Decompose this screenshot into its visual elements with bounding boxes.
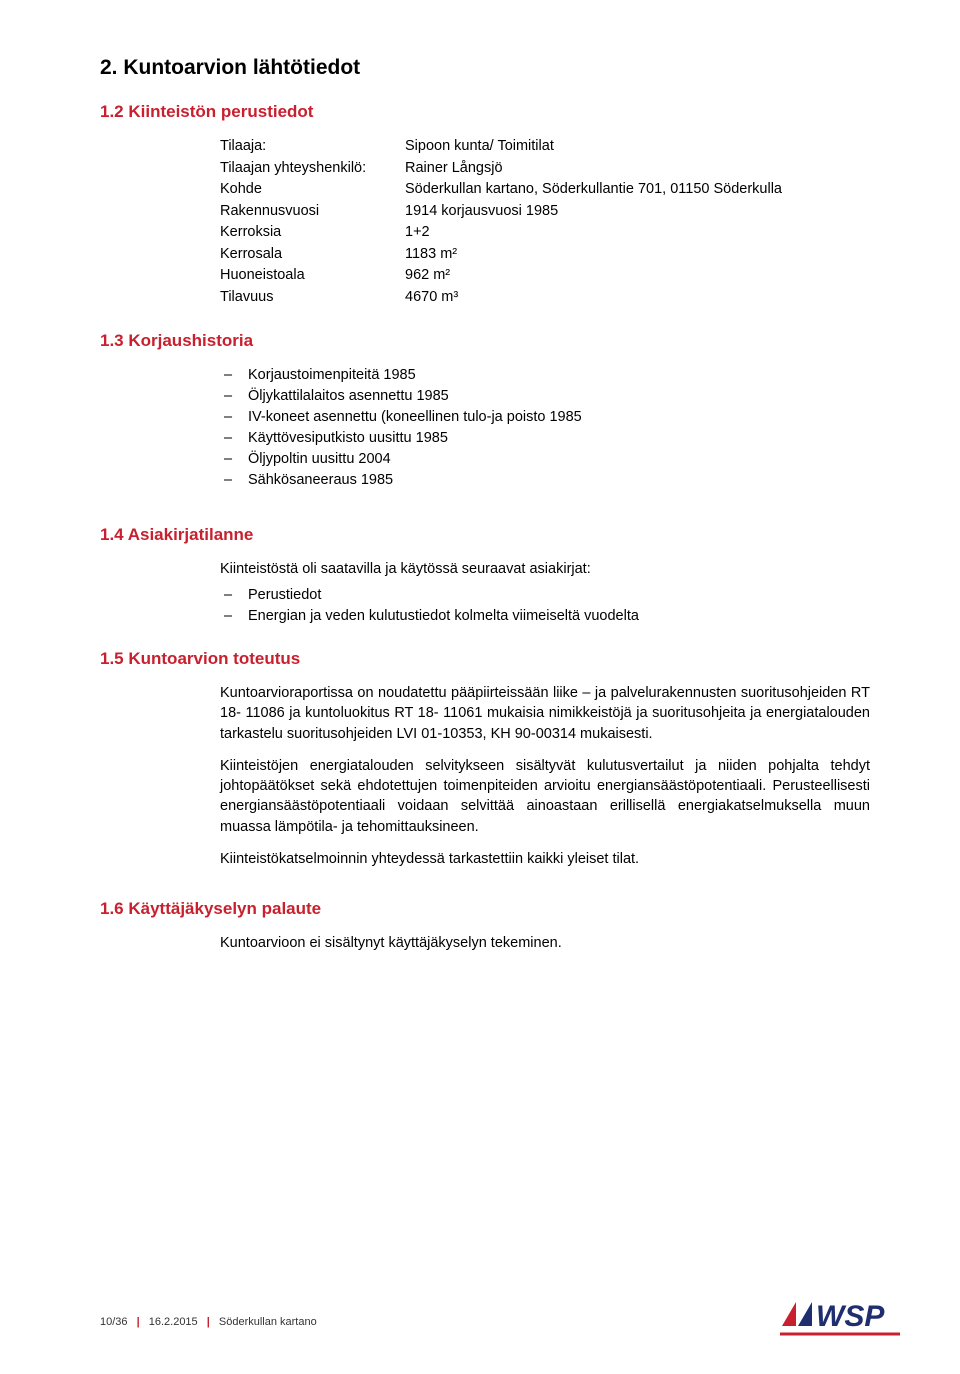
kv-table: Tilaaja:Sipoon kunta/ ToimitilatTilaajan… (220, 136, 782, 309)
section-heading-15: 1.5 Kuntoarvion toteutus (100, 649, 870, 669)
paragraph: Kuntoarvioraportissa on noudatettu pääpi… (220, 683, 870, 744)
kv-val: 1914 korjausvuosi 1985 (405, 201, 782, 223)
svg-text:WSP: WSP (816, 1300, 885, 1333)
dash-list: Korjaustoimenpiteitä 1985Öljykattilalait… (220, 365, 870, 491)
kv-val: 4670 m³ (405, 287, 782, 309)
kv-key: Kerroksia (220, 222, 405, 244)
kv-val: Sipoon kunta/ Toimitilat (405, 136, 782, 158)
kv-row: Tilaajan yhteyshenkilö:Rainer Långsjö (220, 158, 782, 180)
footer-sep-icon: | (137, 1316, 140, 1328)
kv-row: Tilaaja:Sipoon kunta/ Toimitilat (220, 136, 782, 158)
list-item: Öljykattilalaitos asennettu 1985 (220, 386, 870, 407)
footer-sep-icon: | (207, 1316, 210, 1328)
kv-val: Söderkullan kartano, Söderkullantie 701,… (405, 179, 782, 201)
kv-val: Rainer Långsjö (405, 158, 782, 180)
kv-key: Tilavuus (220, 287, 405, 309)
wsp-logo: WSP (780, 1292, 900, 1338)
paragraph: Kuntoarvioon ei sisältynyt käyttäjäkysel… (220, 933, 870, 953)
paragraph: Kiinteistökatselmoinnin yhteydessä tarka… (220, 849, 870, 869)
kv-row: Rakennusvuosi1914 korjausvuosi 1985 (220, 201, 782, 223)
section-14-content: Kiinteistöstä oli saatavilla ja käytössä… (220, 559, 870, 627)
section-16-content: Kuntoarvioon ei sisältynyt käyttäjäkysel… (220, 933, 870, 953)
footer-doc: Söderkullan kartano (219, 1316, 317, 1328)
section-15-content: Kuntoarvioraportissa on noudatettu pääpi… (220, 683, 870, 869)
kv-row: Huoneistoala962 m² (220, 265, 782, 287)
kv-val: 1+2 (405, 222, 782, 244)
section-14-intro: Kiinteistöstä oli saatavilla ja käytössä… (220, 559, 870, 579)
kv-key: Tilaajan yhteyshenkilö: (220, 158, 405, 180)
kv-key: Kohde (220, 179, 405, 201)
section-13-content: Korjaustoimenpiteitä 1985Öljykattilalait… (220, 365, 870, 491)
list-item: Käyttövesiputkisto uusittu 1985 (220, 428, 870, 449)
kv-key: Tilaaja: (220, 136, 405, 158)
kv-row: Kerrosala1183 m² (220, 244, 782, 266)
list-item: Korjaustoimenpiteitä 1985 (220, 365, 870, 386)
footer-date: 16.2.2015 (149, 1316, 198, 1328)
page-main-heading: 2. Kuntoarvion lähtötiedot (100, 56, 870, 80)
list-item: Sähkösaneeraus 1985 (220, 470, 870, 491)
kv-key: Huoneistoala (220, 265, 405, 287)
kv-row: KohdeSöderkullan kartano, Söderkullantie… (220, 179, 782, 201)
list-item: Energian ja veden kulutustiedot kolmelta… (220, 606, 870, 627)
section-heading-12: 1.2 Kiinteistön perustiedot (100, 102, 870, 122)
kv-val: 962 m² (405, 265, 782, 287)
footer-page: 10/36 (100, 1316, 128, 1328)
kv-val: 1183 m² (405, 244, 782, 266)
kv-row: Kerroksia1+2 (220, 222, 782, 244)
list-item: IV-koneet asennettu (koneellinen tulo-ja… (220, 407, 870, 428)
kv-key: Kerrosala (220, 244, 405, 266)
page-footer: 10/36 | 16.2.2015 | Söderkullan kartano (100, 1316, 317, 1328)
list-item: Perustiedot (220, 585, 870, 606)
section-heading-16: 1.6 Käyttäjäkyselyn palaute (100, 899, 870, 919)
section-12-content: Tilaaja:Sipoon kunta/ ToimitilatTilaajan… (220, 136, 870, 309)
paragraph: Kiinteistöjen energiatalouden selvitykse… (220, 756, 870, 837)
section-heading-14: 1.4 Asiakirjatilanne (100, 525, 870, 545)
kv-row: Tilavuus4670 m³ (220, 287, 782, 309)
dash-list: PerustiedotEnergian ja veden kulutustied… (220, 585, 870, 627)
list-item: Öljypoltin uusittu 2004 (220, 449, 870, 470)
kv-key: Rakennusvuosi (220, 201, 405, 223)
section-heading-13: 1.3 Korjaushistoria (100, 331, 870, 351)
